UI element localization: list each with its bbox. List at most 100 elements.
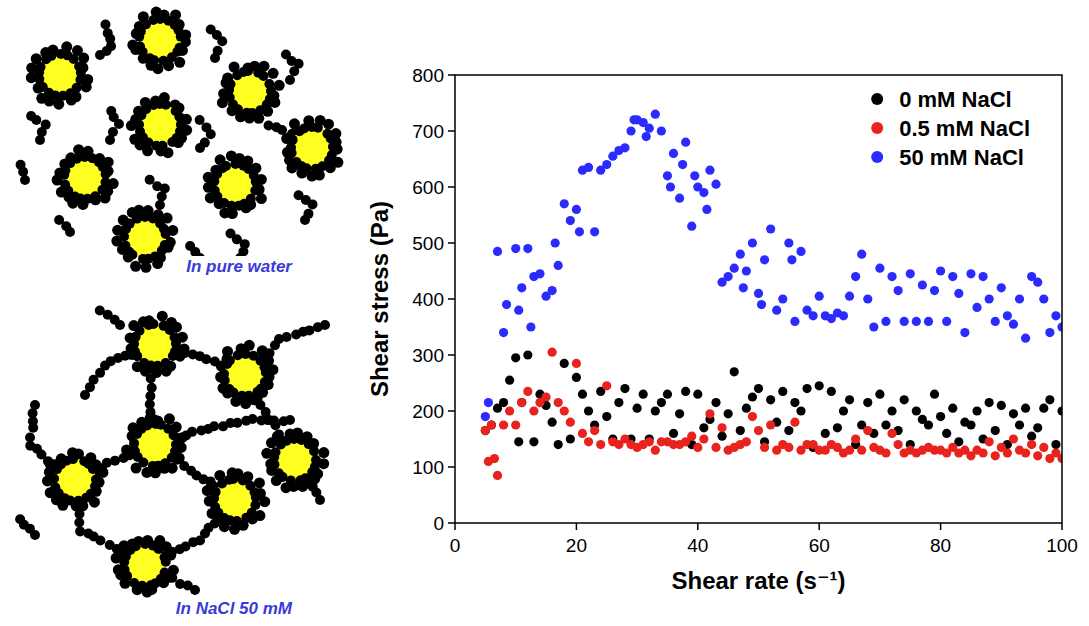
point [572, 359, 581, 368]
point [1003, 448, 1012, 457]
point [930, 390, 939, 399]
polymer-dot [148, 319, 158, 329]
y-tick [448, 74, 455, 76]
polymer-dot [65, 227, 75, 237]
polymer-dot [226, 79, 236, 89]
polymer-dot [217, 36, 227, 46]
point [499, 420, 508, 429]
point [554, 398, 563, 407]
y-tick [448, 466, 455, 468]
polymer-dot [311, 455, 321, 465]
polymer-dot [142, 420, 152, 430]
point [863, 398, 872, 407]
point [1027, 440, 1036, 449]
polymer-dot [270, 420, 280, 430]
particle [121, 413, 188, 478]
polymer-dot [135, 41, 145, 51]
point [991, 317, 1000, 326]
particle [126, 92, 192, 158]
point [784, 238, 793, 247]
polymer-dot [201, 354, 211, 364]
point [802, 384, 811, 393]
point [845, 446, 854, 455]
particle [215, 340, 278, 409]
legend-label: 0 mM NaCl [899, 87, 1011, 112]
point [997, 283, 1006, 292]
polymer-chain [16, 160, 30, 185]
polymer-dot [211, 487, 221, 497]
point [584, 163, 593, 172]
polymer-dot [261, 367, 271, 377]
x-tick-label: 60 [809, 535, 830, 556]
point [614, 398, 623, 407]
point [766, 224, 775, 233]
polymer-dot [289, 66, 299, 76]
point [693, 390, 702, 399]
point [651, 110, 660, 119]
y-tick-label: 200 [412, 401, 444, 422]
point [657, 398, 666, 407]
point [699, 434, 708, 443]
polymer-dot [49, 474, 59, 484]
point [730, 367, 739, 376]
polymer-dot [300, 215, 310, 225]
polymer-dot [161, 557, 171, 567]
point [790, 317, 799, 326]
polymer-dot [60, 180, 70, 190]
point [523, 244, 532, 253]
point [875, 390, 884, 399]
polymer-dot [253, 387, 263, 397]
point [748, 238, 757, 247]
axes: 0204060801000100200300400500600700800She… [366, 65, 1078, 594]
point [796, 406, 805, 415]
point [724, 272, 733, 281]
point [972, 406, 981, 415]
point [517, 398, 526, 407]
point [985, 398, 994, 407]
point [529, 406, 538, 415]
polymer-dot [259, 71, 269, 81]
point [596, 440, 605, 449]
particle [111, 205, 178, 273]
polymer-chain [15, 514, 40, 540]
point [590, 227, 599, 236]
point [985, 294, 994, 303]
point [572, 373, 581, 382]
point [900, 317, 909, 326]
point [857, 446, 866, 455]
polymer-dot [187, 427, 197, 437]
point [669, 149, 678, 158]
y-axis-title: Shear stress (Pa) [366, 201, 393, 397]
point [887, 272, 896, 281]
point [760, 443, 769, 452]
polymer-dot [91, 475, 101, 485]
polymer-dot [210, 502, 220, 512]
point [1021, 334, 1030, 343]
polymer-chain [264, 120, 287, 135]
caption-ground [183, 256, 296, 277]
polymer-dot [209, 421, 219, 431]
polymer-dot [20, 175, 30, 185]
x-tick-label: 20 [566, 535, 587, 556]
point [699, 188, 708, 197]
canvas: In pure waterIn NaCl 50 mM02040608010001… [0, 0, 1089, 626]
x-tick [1061, 523, 1063, 530]
point [760, 255, 769, 264]
polymer-dot [115, 320, 125, 330]
point [523, 387, 532, 396]
point [517, 398, 526, 407]
polymer-dot [74, 517, 84, 527]
polymer-dot [138, 254, 148, 264]
x-tick [940, 523, 942, 530]
point [702, 205, 711, 214]
polymer-dot [31, 115, 41, 125]
point [1021, 404, 1030, 413]
polymer-dot [237, 391, 247, 401]
polymer-chain [145, 175, 170, 210]
polymer-dot [167, 137, 177, 147]
polymer-dot [157, 311, 168, 322]
point [863, 294, 872, 303]
point [942, 317, 951, 326]
point [839, 406, 848, 415]
polymer-dot [254, 477, 265, 488]
